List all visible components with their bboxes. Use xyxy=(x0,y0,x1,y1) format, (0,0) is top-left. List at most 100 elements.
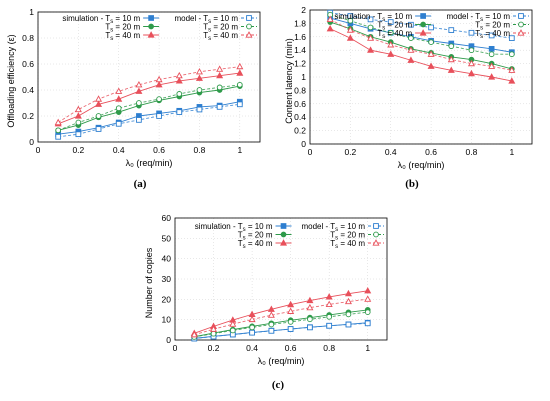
data-point xyxy=(216,84,223,91)
y-tick-label: 0.4 xyxy=(294,112,306,122)
simulation-line-1 xyxy=(194,309,368,338)
y-tick-label: 0.6 xyxy=(22,59,34,69)
data-point xyxy=(346,34,354,41)
data-point xyxy=(407,56,415,63)
x-tick-label: 0.8 xyxy=(323,343,335,353)
y-tick-label: 2 xyxy=(301,5,306,15)
legend-entry-model: model - Ts = 10 m xyxy=(446,12,510,23)
data-point xyxy=(195,67,203,75)
data-point xyxy=(447,55,455,63)
data-point xyxy=(387,41,395,48)
simulation-line-1 xyxy=(58,85,240,131)
data-point xyxy=(508,66,516,73)
data-point xyxy=(307,324,313,331)
data-point xyxy=(387,19,394,25)
x-tick-label: 0.6 xyxy=(153,145,165,155)
chart-b: 0 0.2 0.4 0.6 0.8 1 1.2 1.4 1.6 1.8 2 0 0.2 0.4 0.6 0.8… xyxy=(284,5,533,190)
legend-swatch-marker xyxy=(518,21,524,28)
x-axis-title: λ₀ (req/min) xyxy=(398,160,445,170)
y-tick-label: 0.6 xyxy=(294,99,306,109)
x-tick-label: 0 xyxy=(173,343,178,353)
legend-swatch-marker xyxy=(373,231,379,238)
y-tick-label: 0.8 xyxy=(294,85,306,95)
data-point xyxy=(448,27,455,33)
data-point xyxy=(249,329,255,336)
y-tick-label: 40 xyxy=(162,254,172,264)
data-point xyxy=(387,29,394,36)
x-tick-label: 0 xyxy=(36,145,41,155)
x-axis-title: λ₀ (req/min) xyxy=(258,356,305,366)
legend: simulation - Ts = 10 m model - Ts = 10 m T… xyxy=(195,222,384,250)
legend-entry-simulation: Ts = 20 m xyxy=(105,23,140,34)
model-line-2 xyxy=(57,66,240,123)
y-tick-label: 1.2 xyxy=(294,59,306,69)
legend-entry-model: Ts = 20 m xyxy=(475,21,510,32)
legend-entry-model: model - Ts = 10 m xyxy=(301,222,365,233)
data-point xyxy=(347,17,354,24)
data-point xyxy=(155,75,163,83)
legend-swatch-marker xyxy=(280,239,288,246)
data-point xyxy=(95,95,103,102)
legend-entry-simulation: Ts = 20 m xyxy=(238,231,273,242)
y-tick-label: 0 xyxy=(29,137,34,147)
data-point xyxy=(468,29,475,36)
legend-swatch-marker xyxy=(246,23,252,30)
data-point xyxy=(508,35,515,41)
x-tick-label: 0 xyxy=(308,147,313,157)
legend-swatch-marker xyxy=(147,31,155,38)
data-point xyxy=(236,62,244,70)
y-tick-label: 20 xyxy=(162,294,172,304)
data-point xyxy=(248,315,256,323)
model-line-2 xyxy=(329,18,512,71)
data-point xyxy=(367,16,374,23)
legend-swatch-marker xyxy=(517,29,525,36)
data-point xyxy=(176,91,183,97)
data-point xyxy=(115,87,123,94)
data-point xyxy=(508,51,515,58)
data-point xyxy=(325,293,333,300)
data-point xyxy=(175,71,183,79)
data-point xyxy=(326,313,333,320)
legend-entry-model: Ts = 40 m xyxy=(203,31,238,42)
y-tick-label: 1 xyxy=(301,72,306,82)
data-point xyxy=(428,24,434,31)
panel-caption: (b) xyxy=(405,178,419,190)
data-point xyxy=(216,104,223,110)
data-point xyxy=(364,309,371,315)
data-point xyxy=(74,105,82,113)
x-tick-label: 0.8 xyxy=(194,145,206,155)
data-point xyxy=(287,326,294,332)
legend-swatch-marker xyxy=(280,223,287,229)
y-axis-title: Content latency (min) xyxy=(284,38,294,124)
data-point xyxy=(75,131,82,138)
model-line-1 xyxy=(58,84,240,131)
data-point xyxy=(326,24,334,32)
data-point xyxy=(74,112,82,119)
x-axis-title: λ₀ (req/min) xyxy=(126,158,173,168)
legend: simulation - Ts = 10 m model - Ts = 10 mT… xyxy=(334,12,529,40)
data-point xyxy=(306,296,314,304)
y-tick-label: 0.2 xyxy=(22,111,34,121)
simulation-line-2 xyxy=(194,290,368,334)
data-point xyxy=(467,69,475,77)
simulation-line-0 xyxy=(330,17,512,53)
data-point xyxy=(236,101,243,108)
data-point xyxy=(488,51,495,58)
data-point xyxy=(155,80,163,88)
y-tick-label: 0.2 xyxy=(294,126,306,136)
data-point xyxy=(326,322,333,329)
data-point xyxy=(216,65,224,72)
y-tick-label: 0 xyxy=(301,139,306,149)
data-point xyxy=(307,316,313,323)
y-axis-title: Number of copies xyxy=(144,247,154,318)
data-point xyxy=(135,80,143,88)
x-tick-label: 0.4 xyxy=(385,147,397,157)
data-point xyxy=(216,71,224,79)
panel-caption: (a) xyxy=(134,178,147,190)
data-point xyxy=(345,311,352,318)
data-point xyxy=(364,295,372,302)
y-tick-label: 0.8 xyxy=(22,33,34,43)
data-point xyxy=(196,87,203,93)
data-point xyxy=(364,286,372,294)
legend-entry-simulation: simulation - Ts = 10 m xyxy=(195,222,273,233)
